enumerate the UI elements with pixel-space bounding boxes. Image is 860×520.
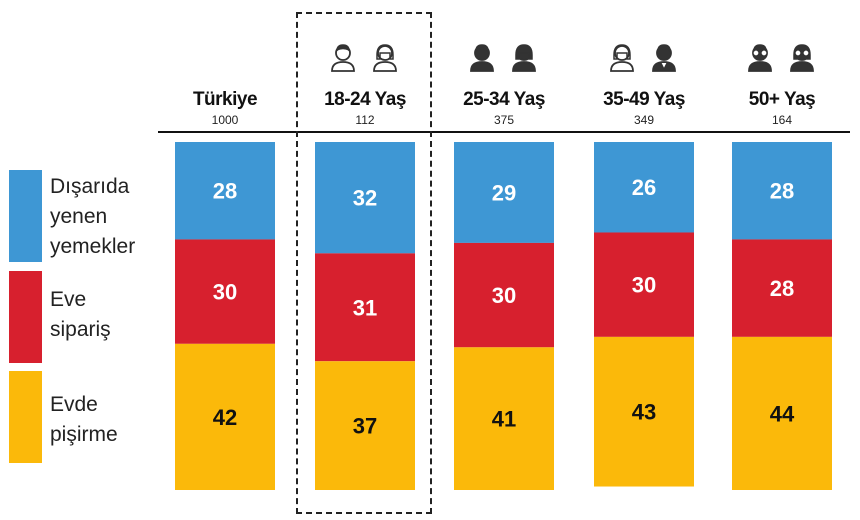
old-woman-glasses-icon [788,42,816,77]
column-sample-size: 1000 [211,113,239,127]
legend-label: Evde pişirme [50,393,118,446]
bar-segment [315,361,415,490]
bar-value-label: 31 [353,295,377,320]
column-title: 35-49 Yaş [603,89,685,110]
bar-segment [732,336,832,490]
bar-segment [732,142,832,240]
bar-value-label: 26 [632,175,656,200]
bar-value-label: 30 [213,280,237,305]
legend-swatch [9,271,42,363]
header-rule [158,131,850,133]
highlight-box-18-24 [296,12,432,514]
bar-segment [175,239,275,344]
legend-label: Dışarıda yenen yemekler [50,175,136,258]
bar-value-label: 29 [492,180,516,205]
column-sample-size: 375 [493,113,515,127]
bar-segment [175,142,275,240]
bar-segment [175,343,275,490]
column-title: Türkiye [192,89,258,110]
woman-outline-icon [608,42,636,77]
legend-swatch [9,170,42,262]
bar-value-label: 28 [770,179,794,204]
bar-segment [594,232,694,337]
column-title: 18-24 Yaş [324,89,406,110]
bar-value-label: 30 [632,273,656,298]
bar-segment [594,336,694,487]
bar-segment [454,347,554,490]
bar-value-label: 37 [353,414,377,439]
bar-segment [594,142,694,233]
column-sample-size: 112 [355,113,375,127]
column-title: 50+ Yaş [748,89,816,110]
bar-value-label: 44 [770,401,795,426]
old-man-glasses-icon [746,42,774,77]
man-suit-icon [650,42,678,77]
legend-label: Eve sipariş [50,288,111,341]
bar-segment [315,253,415,362]
bar-value-label: 42 [213,405,237,430]
bar-value-label: 43 [632,400,656,425]
column-title: 25-34 Yaş [463,89,545,110]
young-man-outline-icon [329,42,357,77]
bar-value-label: 28 [770,276,794,301]
woman-icon [510,42,538,77]
man-icon [468,42,496,77]
bar-segment [454,242,554,348]
bar-value-label: 28 [213,179,237,204]
bar-value-label: 30 [492,283,516,308]
legend-swatch [9,371,42,463]
bar-segment [454,142,554,243]
young-woman-outline-icon [371,42,399,77]
bar-value-label: 32 [353,186,377,211]
column-sample-size: 164 [771,113,793,127]
column-sample-size: 349 [633,113,655,127]
bar-segment [315,142,415,254]
bar-segment [732,239,832,337]
bar-value-label: 41 [492,407,516,432]
